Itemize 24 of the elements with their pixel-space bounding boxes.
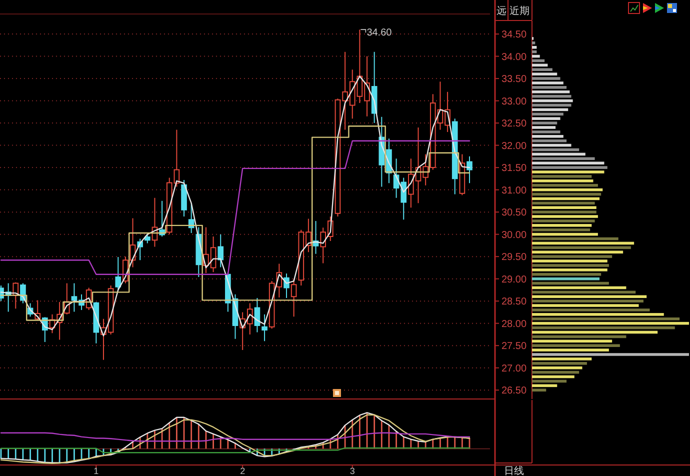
y-tick-label: 31.00: [501, 185, 527, 196]
y-tick-label: 33.50: [501, 74, 527, 86]
x-tick-label: 3: [350, 466, 355, 476]
y-tick-label: 29.00: [501, 274, 527, 286]
y-tick-label: 30.50: [501, 208, 527, 219]
y-tick-label: 28.50: [501, 296, 527, 308]
y-tick-label: 31.50: [501, 163, 527, 174]
text: 近期: [510, 5, 530, 17]
y-tick-label: 33.00: [501, 96, 527, 108]
annotation: 34.60: [366, 28, 392, 39]
y-tick-label: 28.00: [501, 318, 527, 330]
y-tick-label: 30.00: [501, 230, 527, 241]
x-tick-label: 1: [94, 466, 99, 476]
y-tick-label: 29.50: [501, 252, 527, 264]
y-tick-label: 27.00: [501, 363, 527, 374]
y-tick-label: 32.50: [501, 118, 527, 130]
text: 远: [496, 5, 506, 17]
text: 日线: [504, 465, 524, 476]
y-tick-label: 34.00: [501, 52, 527, 63]
y-tick-label: 27.50: [501, 341, 527, 352]
x-tick-label: 2: [240, 466, 246, 476]
y-tick-label: 26.50: [501, 386, 527, 397]
y-tick-label: 34.50: [501, 30, 527, 41]
y-tick-label: 32.00: [501, 140, 527, 152]
